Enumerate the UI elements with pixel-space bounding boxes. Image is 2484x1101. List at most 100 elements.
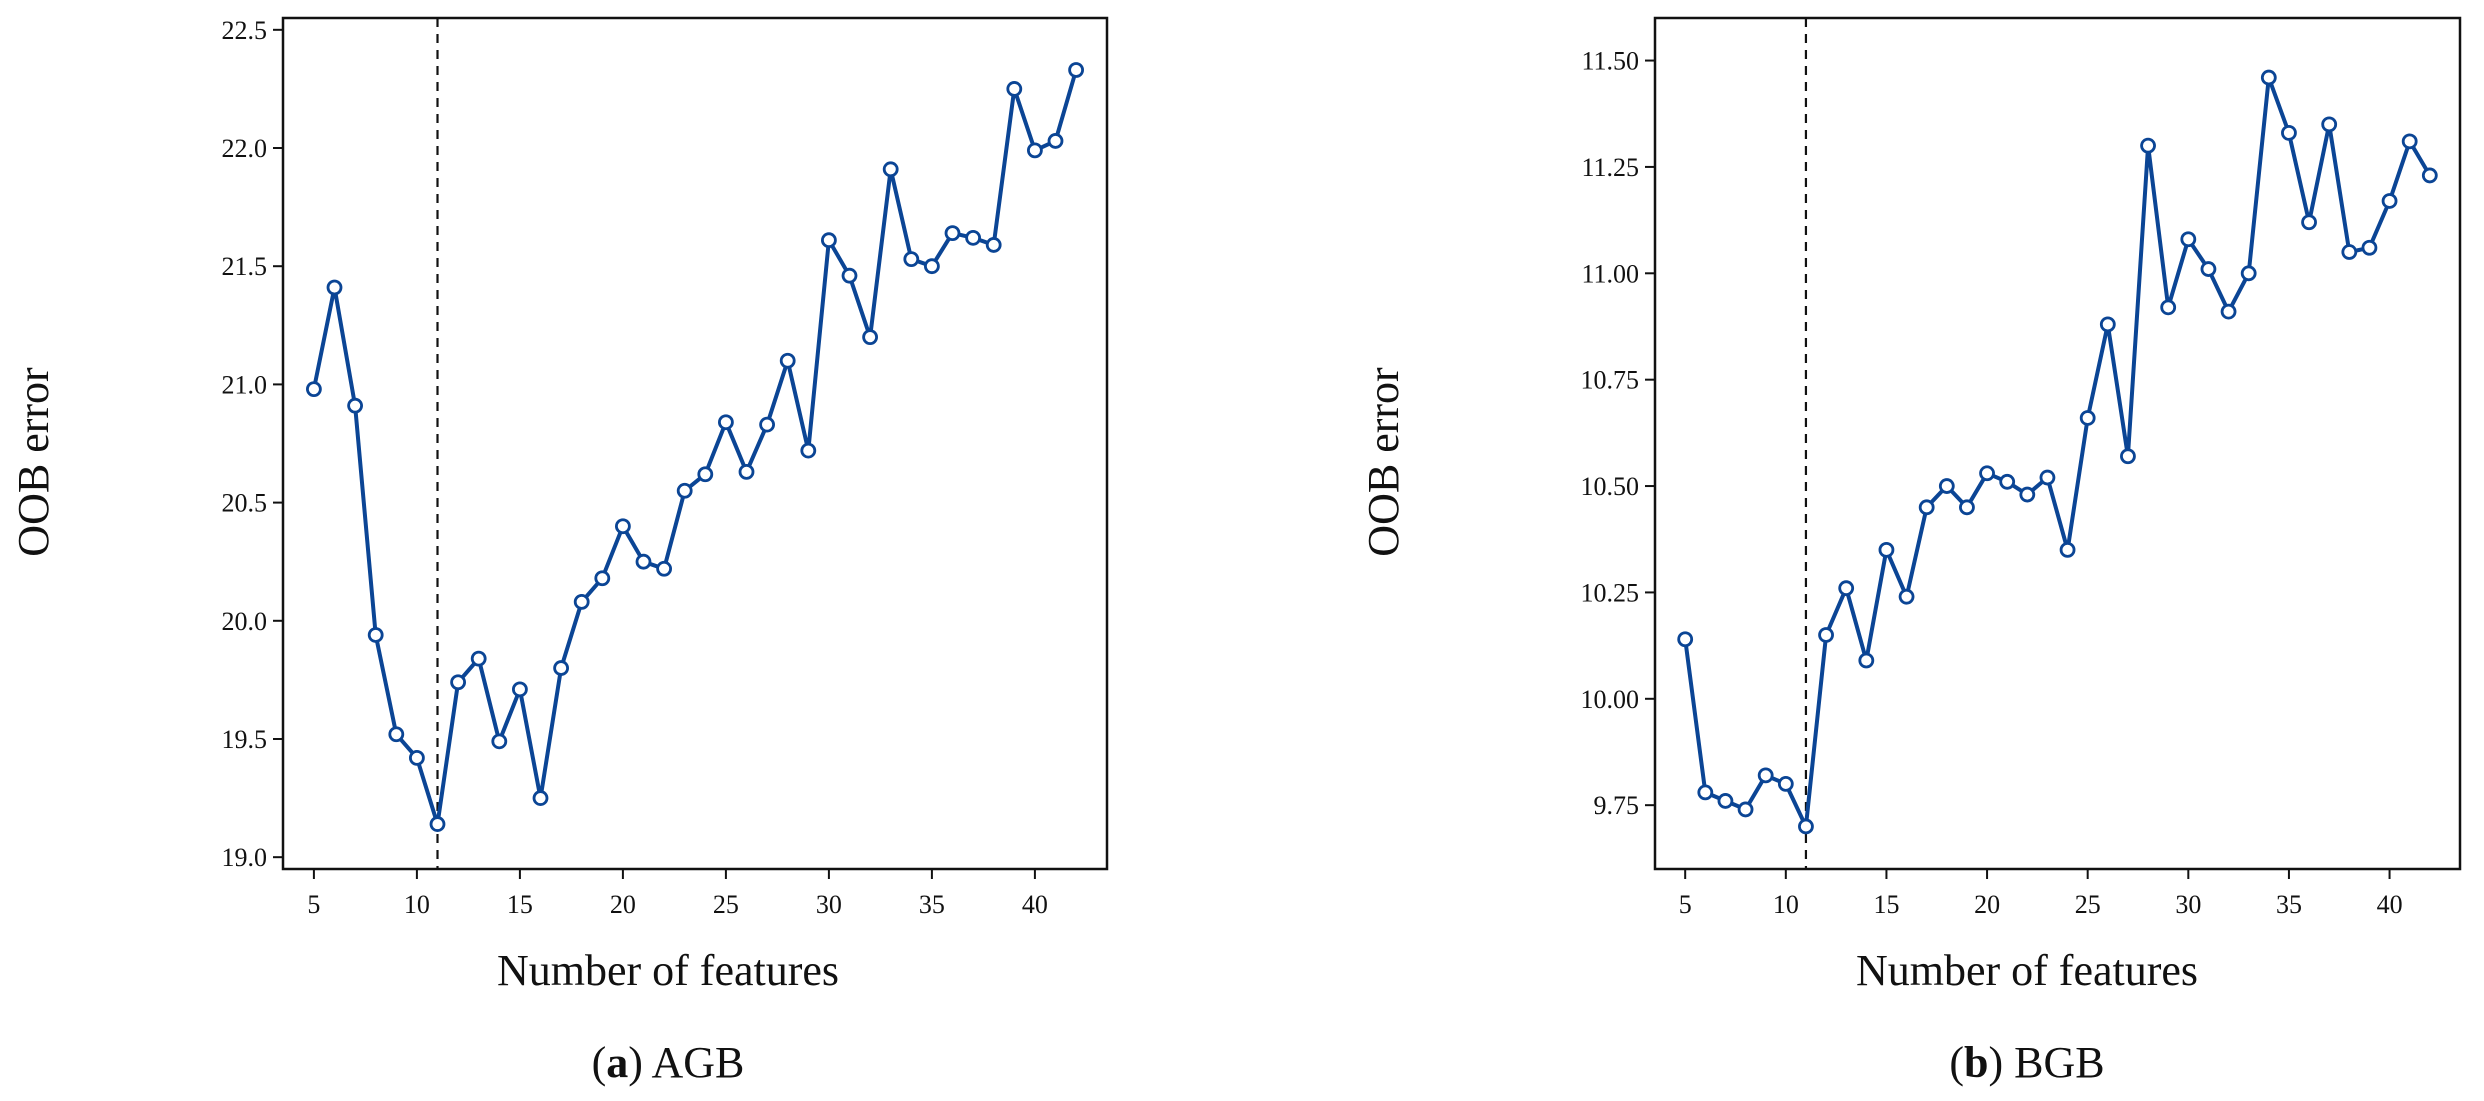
chart-a-ytick-label: 22.0 [222,134,268,163]
chart-a-xtick-label: 30 [816,890,842,919]
chart-b-data-point [2019,486,2036,503]
chart-a-xtick-label: 35 [919,890,945,919]
chart-a-data-point [738,463,755,480]
chart-a-data-point [862,329,878,346]
chart-b-data-point [2140,137,2156,154]
chart-b-data-point [1697,784,1714,801]
chart-b-data-point [2321,116,2338,133]
chart-b-data-point [2361,239,2378,256]
chart-b-data-point [2281,124,2297,141]
chart-b-data-point [2220,303,2237,320]
chart-b-data-point [2039,469,2056,486]
chart-a-data-point [1006,81,1023,97]
chart-b-caption-letter: b [1964,1038,1988,1087]
chart-b-ytick-label: 9.75 [1594,791,1640,820]
chart-b-data-point [1979,465,1995,482]
chart-b-ytick-label: 11.00 [1581,259,1639,288]
chart-b-xtick-label: 15 [1873,890,1899,919]
chart-a-data-point [965,229,981,246]
chart-a-data-point [367,627,384,643]
chart-a-data-point [470,650,487,667]
chart-b-axes-frame [1653,16,2462,871]
chart-a-data-point [924,258,940,275]
chart-b-data-point [2180,231,2197,248]
chart-b-data-point [2079,410,2096,426]
chart-a-data-point [491,733,508,750]
chart-b-data-point [1737,801,1754,818]
chart-a-data-point [779,352,796,369]
chart-b-data-point [2200,261,2217,277]
chart-b-ytick-label: 11.50 [1581,47,1639,76]
chart-b-xlabel: Number of features [1856,946,2198,995]
chart-a-data-point [615,518,631,535]
chart-a-data-point [718,414,734,431]
chart-a-data-point [656,560,672,577]
chart-b-ytick-label: 10.00 [1581,685,1640,714]
chart-a-xtick-label: 20 [610,890,636,919]
chart-a-data-point [553,660,569,676]
chart-b-data-point [1757,767,1774,784]
chart-a-xtick-label: 25 [713,890,739,919]
chart-a-xtick-label: 5 [307,890,320,919]
chart-a-data-point [408,749,425,766]
chart-a-data-point [429,816,446,832]
chart-a-ytick-label: 21.0 [222,370,268,399]
chart-a-ytick-label: 22.5 [222,16,268,45]
chart-b-data-point [1999,473,2016,490]
chart-b-data-point [2381,193,2398,209]
chart-a-axes-frame [281,16,1109,871]
chart-a-data-point [573,593,590,610]
chart-a-data-point [697,466,714,483]
chart-a-data-point [305,381,322,398]
chart-a-ytick-label: 21.5 [222,252,268,281]
chart-b-xtick-label: 40 [2377,890,2403,919]
chart-a-ytick-label: 20.0 [222,607,268,636]
chart-b-ytick-label: 10.50 [1581,472,1640,501]
chart-b-data-point [1838,580,1855,597]
chart-b-xtick-label: 30 [2175,890,2201,919]
chart-b-data-point [1798,818,1814,835]
chart-a-data-point [388,726,405,743]
chart-a-data-point [635,553,652,570]
chart-a-svg: OOB error Number of features (a) AGB 5 10… [9,16,1109,1087]
chart-b-data-point [2240,265,2257,282]
chart-b-data-point [2341,244,2358,260]
chart-b-data-point [1777,776,1794,792]
chart-b-xtick-label: 35 [2276,890,2302,919]
chart-a-data-point [326,279,343,296]
chart-a-data-point [903,251,920,268]
chart-a-series-line [311,69,1079,827]
chart-a-data-point [1068,62,1084,78]
chart-b-data-point [2260,69,2277,86]
chart-b-xtick-label: 10 [1773,890,1799,919]
chart-b-data-point [1858,652,1875,669]
chart-b-data-point [1918,499,1935,516]
chart-b-data-point [2401,133,2418,150]
chart-b-data-point [2301,214,2317,231]
chart-a-data-point [800,442,817,459]
chart-b-ytick-label: 10.25 [1581,578,1640,607]
chart-a-data-point [882,161,899,178]
chart-b-data-point [1878,541,1895,558]
chart-a-data-point [676,482,693,499]
chart-b-xtick-label: 5 [1679,890,1692,919]
chart-a-xtick-label: 10 [404,890,430,919]
chart-a-data-point [759,416,775,433]
chart-b-svg: OOB error Number of features (b) BGB 5 10… [1359,16,2462,1087]
chart-b-xtick-label: 25 [2075,890,2101,919]
chart-a-xlabel: Number of features [497,946,839,995]
chart-a-caption-text: AGB [651,1038,744,1087]
chart-b-data-point [1938,478,1955,494]
chart-a-caption-letter: a [606,1038,628,1087]
chart-b-data-point [2120,448,2136,465]
chart-a-data-point [450,674,467,691]
chart-panel-a: OOB error Number of features (a) AGB 5 10… [9,16,1109,1087]
chart-a-caption: (a) AGB [592,1038,745,1087]
chart-a-data-point [841,267,858,284]
chart-a-data-point [1047,133,1064,149]
chart-a-data-point [532,790,549,806]
chart-a-data-point [821,232,837,249]
chart-b-ytick-label: 10.75 [1581,366,1640,395]
chart-b-data-point [1717,793,1734,809]
chart-a-ytick-label: 20.5 [222,489,268,518]
